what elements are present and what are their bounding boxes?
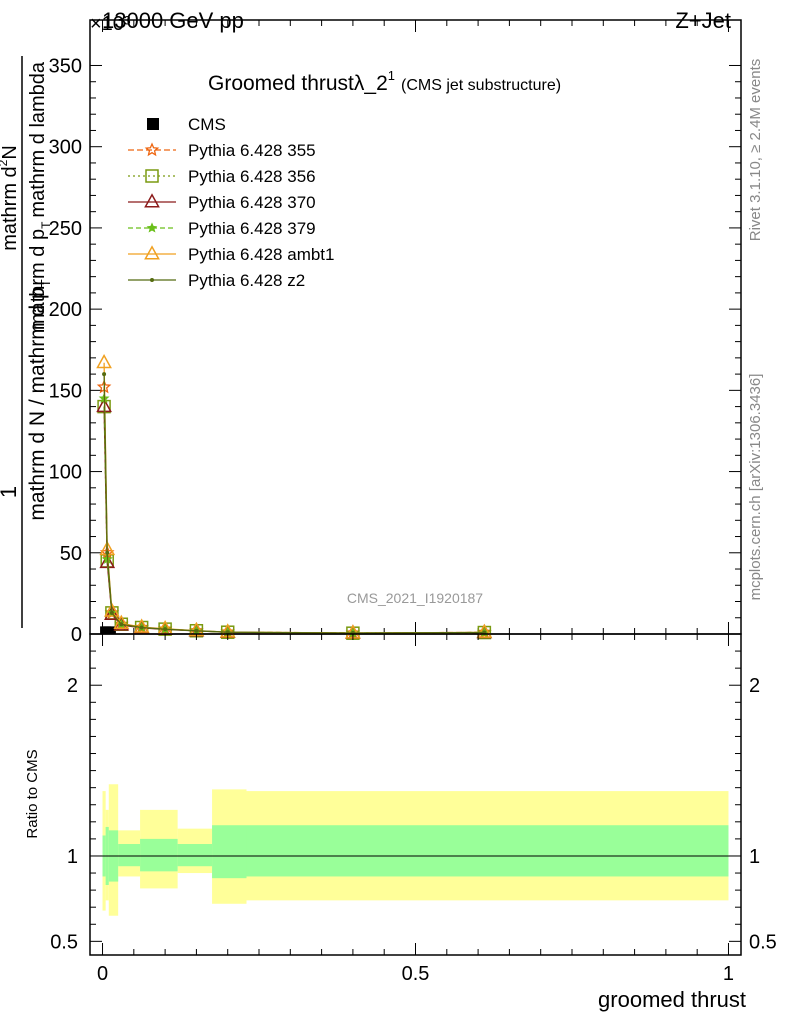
marker-star [157, 621, 173, 636]
marker-dot [139, 625, 144, 630]
main-y-axis-label: 1 mathrm d N / mathrm d pT mathrm d2N ma… [0, 56, 53, 628]
y-exponent-label: ×10³ [90, 13, 131, 35]
y-label-denominator-1-main: mathrm d N / mathrm d p [26, 287, 49, 520]
marker-star [476, 624, 492, 639]
marker-triangle [104, 605, 120, 621]
main-y-tick-label: 300 [49, 137, 82, 159]
ratio-inner-band [140, 838, 178, 872]
marker-dot [109, 610, 114, 615]
marker-star [134, 619, 149, 634]
plot-title-sup: 1 [388, 68, 395, 83]
analysis-watermark: CMS_2021_I1920187 [347, 590, 483, 606]
marker-dot [102, 372, 107, 377]
marker-square [107, 626, 116, 635]
main-y-tick-label: 50 [60, 543, 82, 565]
ratio-inner-band [177, 844, 213, 867]
ratio-x-tick-label: 0.5 [402, 963, 430, 985]
y-label-denominator-2-sub: T [39, 221, 53, 229]
marker-triangle [133, 618, 150, 633]
legend-label: Pythia 6.428 ambt1 [188, 245, 334, 264]
ratio-x-axis: 0 0.5 1 [97, 634, 734, 985]
marker-star [144, 142, 160, 157]
series-0 [100, 626, 116, 635]
main-y-tick-label: 100 [49, 462, 82, 484]
series-line [103, 374, 485, 634]
marker-square-open [145, 169, 159, 183]
ratio-y-axis-label: Ratio to CMS [24, 749, 41, 838]
legend-label: CMS [188, 115, 226, 134]
main-y-axis: 0 50 100 150 200 250 300 350 [49, 55, 741, 646]
legend-item: Pythia 6.428 356 [128, 167, 316, 186]
legend-item: Pythia 6.428 355 [128, 141, 316, 160]
main-y-tick-label: 150 [49, 380, 82, 402]
marker-dot [105, 550, 110, 555]
ratio-inner-band [212, 825, 247, 879]
ratio-y-axis: 0.5 0.5 1 1 2 2 [50, 650, 777, 953]
ratio-y-tick-label-right: 0.5 [749, 931, 777, 953]
legend-item: Pythia 6.428 z2 [128, 271, 305, 290]
legend-item: Pythia 6.428 370 [128, 193, 316, 212]
ratio-x-tick-label: 0 [97, 963, 108, 985]
y-label-denominator-2: mathrm d pTmathrm d lambda [27, 61, 53, 330]
legend-item: Pythia 6.428 379 [128, 219, 316, 238]
marker-square [103, 626, 112, 635]
series-6 [102, 372, 487, 636]
y-label-numerator-2: mathrm d2N [0, 145, 21, 251]
marker-star [146, 222, 158, 233]
marker-star [113, 616, 129, 631]
plot-title: Groomed thrustλ_21 (CMS jet substructure) [208, 68, 561, 95]
legend-label: Pythia 6.428 379 [188, 219, 316, 238]
marker-dot [150, 278, 154, 282]
main-y-tick-label: 350 [49, 55, 82, 77]
marker-dot [194, 628, 199, 633]
y-label-denominator-1-sub: T [38, 279, 53, 287]
mcplots-label: mcplots.cern.ch [arXiv:1306.3436] [747, 374, 764, 601]
y-label-numerator-2-main: mathrm d [0, 166, 21, 250]
x-axis-label: groomed thrust [598, 987, 746, 1012]
main-series-group [96, 353, 493, 640]
y-label-numerator-2-sup: 2 [0, 159, 10, 166]
ratio-inner-band [246, 825, 729, 877]
marker-triangle [113, 614, 130, 629]
y-label-numerator-1: 1 [0, 486, 21, 498]
marker-dot [225, 630, 230, 635]
y-label-denominator-2-main: mathrm d p [27, 229, 49, 330]
legend-label: Pythia 6.428 356 [188, 167, 316, 186]
marker-dot [119, 622, 124, 627]
marker-triangle [144, 193, 160, 208]
main-x-axis [102, 20, 729, 634]
ratio-y-tick-label: 2 [67, 675, 78, 697]
plot-title-main: Groomed thrustλ_2 [208, 72, 388, 95]
ratio-inner-band [118, 844, 141, 867]
legend: CMS Pythia 6.428 355 Pythia 6.428 356 Pythi… [128, 115, 334, 290]
marker-triangle [104, 602, 120, 617]
ratio-y-tick-label-right: 1 [749, 846, 760, 868]
marker-triangle [99, 553, 116, 569]
marker-triangle [476, 623, 493, 638]
marker-dot [163, 627, 168, 632]
y-label-denominator-1: mathrm d N / mathrm d pT [26, 279, 53, 520]
legend-item: Pythia 6.428 ambt1 [128, 245, 334, 264]
legend-label: Pythia 6.428 z2 [188, 271, 305, 290]
main-y-tick-label: 0 [71, 624, 82, 646]
main-y-tick-label: 200 [49, 299, 82, 321]
main-plot-frame [89, 19, 742, 635]
y-label-denominator-2-rest: mathrm d lambda [27, 61, 49, 217]
marker-triangle [144, 245, 160, 260]
legend-label: Pythia 6.428 370 [188, 193, 316, 212]
legend-marker [147, 118, 159, 130]
ratio-y-tick-label-right: 2 [749, 675, 760, 697]
ratio-y-tick-label: 1 [67, 846, 78, 868]
rivet-label: Rivet 3.1.10, ≥ 2.4M events [747, 59, 764, 242]
legend-label: Pythia 6.428 355 [188, 141, 316, 160]
plot-subtitle: (CMS jet substructure) [401, 77, 561, 94]
legend-item: CMS [147, 115, 226, 134]
marker-triangle [96, 353, 112, 369]
y-label-numerator-2-rest: N [0, 145, 21, 159]
ratio-x-tick-label: 1 [723, 963, 734, 985]
ratio-bands [102, 784, 729, 916]
main-y-tick-label: 250 [49, 218, 82, 240]
ratio-y-tick-label: 0.5 [50, 931, 78, 953]
